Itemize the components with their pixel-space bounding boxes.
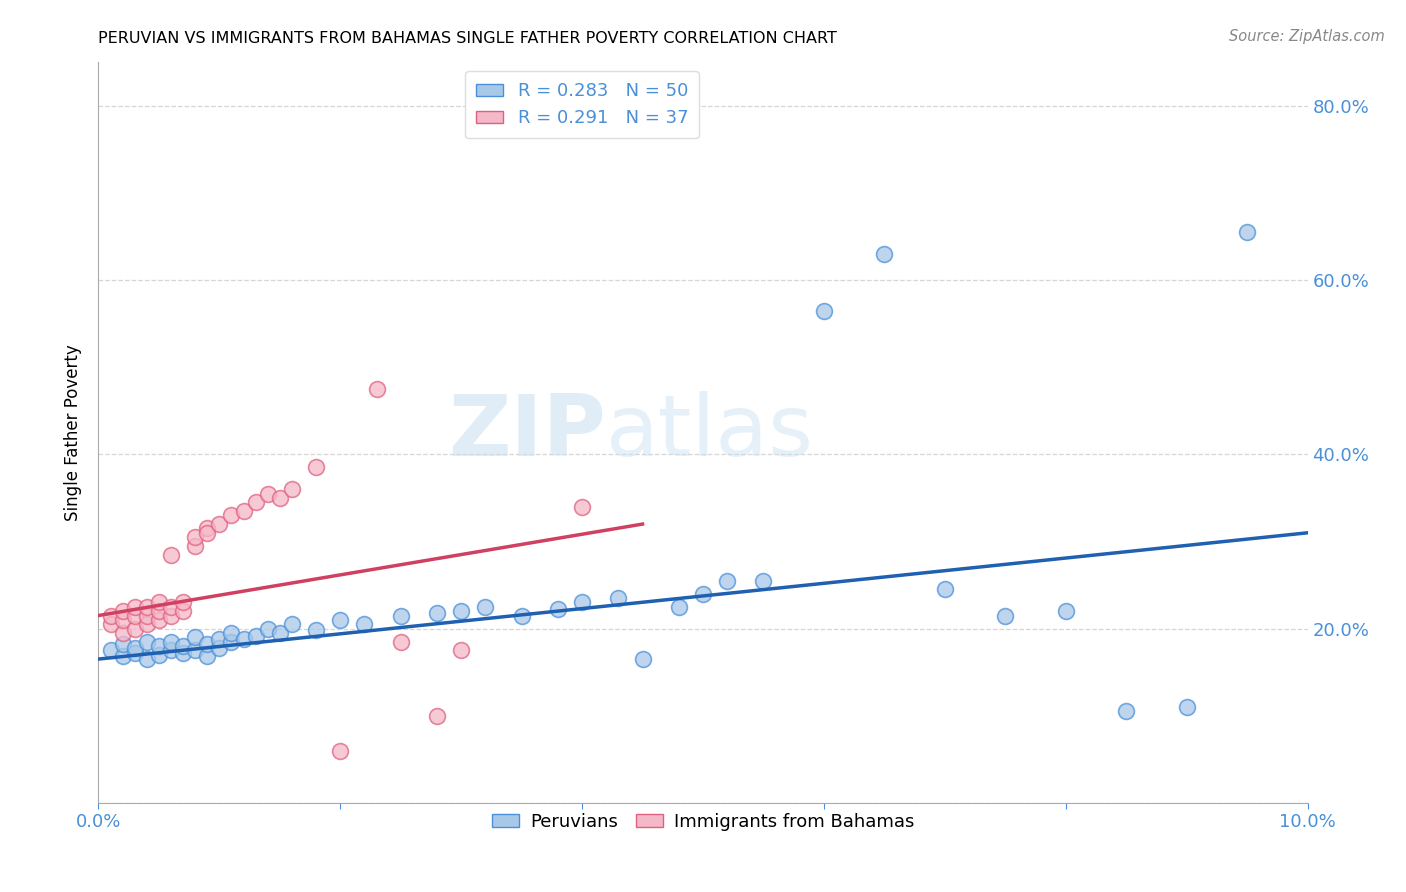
Point xyxy=(111,613,134,627)
Point xyxy=(124,599,146,614)
Point xyxy=(208,632,231,646)
Point xyxy=(184,643,207,657)
Point xyxy=(124,646,146,660)
Point xyxy=(111,649,134,664)
Point xyxy=(353,617,375,632)
Point xyxy=(571,500,593,514)
Point xyxy=(269,491,291,505)
Point xyxy=(100,608,122,623)
Point xyxy=(994,608,1017,623)
Point xyxy=(195,525,218,540)
Point xyxy=(269,626,291,640)
Point xyxy=(160,643,183,657)
Point xyxy=(934,582,956,597)
Point xyxy=(245,629,267,643)
Point xyxy=(172,604,194,618)
Point xyxy=(692,587,714,601)
Point xyxy=(184,530,207,544)
Text: Source: ZipAtlas.com: Source: ZipAtlas.com xyxy=(1229,29,1385,44)
Point xyxy=(221,626,243,640)
Point xyxy=(305,460,328,475)
Y-axis label: Single Father Poverty: Single Father Poverty xyxy=(65,344,83,521)
Point xyxy=(232,632,254,646)
Point xyxy=(184,630,207,644)
Point xyxy=(148,613,170,627)
Point xyxy=(366,382,388,396)
Point xyxy=(752,574,775,588)
Point xyxy=(111,604,134,618)
Point xyxy=(221,508,243,523)
Point xyxy=(389,634,412,648)
Point xyxy=(135,608,157,623)
Point xyxy=(124,608,146,623)
Point xyxy=(450,643,472,657)
Point xyxy=(208,517,231,532)
Point xyxy=(232,504,254,518)
Point xyxy=(547,602,569,616)
Point xyxy=(245,495,267,509)
Point xyxy=(1054,604,1077,618)
Point xyxy=(426,606,449,620)
Point xyxy=(124,622,146,636)
Point xyxy=(716,574,738,588)
Point xyxy=(124,640,146,655)
Point xyxy=(426,708,449,723)
Point xyxy=(450,604,472,618)
Point xyxy=(100,643,122,657)
Point xyxy=(389,608,412,623)
Point xyxy=(160,634,183,648)
Point xyxy=(668,599,690,614)
Point xyxy=(474,599,496,614)
Point xyxy=(135,599,157,614)
Point xyxy=(607,591,630,606)
Point xyxy=(195,521,218,535)
Point xyxy=(111,626,134,640)
Point xyxy=(329,743,352,757)
Point xyxy=(160,548,183,562)
Point xyxy=(281,617,304,632)
Point xyxy=(256,622,278,636)
Point xyxy=(160,599,183,614)
Point xyxy=(135,634,157,648)
Text: ZIP: ZIP xyxy=(449,391,606,475)
Point xyxy=(571,595,593,609)
Point xyxy=(281,482,304,496)
Point xyxy=(873,247,896,261)
Point xyxy=(172,595,194,609)
Point xyxy=(111,637,134,651)
Point xyxy=(510,608,533,623)
Point xyxy=(148,648,170,662)
Point xyxy=(172,646,194,660)
Legend: Peruvians, Immigrants from Bahamas: Peruvians, Immigrants from Bahamas xyxy=(485,805,921,838)
Point xyxy=(148,604,170,618)
Point xyxy=(195,637,218,651)
Point xyxy=(329,613,352,627)
Point xyxy=(1115,704,1137,718)
Point xyxy=(1236,225,1258,239)
Point xyxy=(148,639,170,653)
Point xyxy=(208,640,231,655)
Point xyxy=(172,639,194,653)
Point xyxy=(160,608,183,623)
Point xyxy=(256,486,278,500)
Point xyxy=(135,617,157,632)
Point xyxy=(148,595,170,609)
Point xyxy=(813,303,835,318)
Text: atlas: atlas xyxy=(606,391,814,475)
Point xyxy=(100,617,122,632)
Point xyxy=(631,652,654,666)
Point xyxy=(1175,700,1198,714)
Point xyxy=(135,652,157,666)
Point xyxy=(305,624,328,638)
Text: PERUVIAN VS IMMIGRANTS FROM BAHAMAS SINGLE FATHER POVERTY CORRELATION CHART: PERUVIAN VS IMMIGRANTS FROM BAHAMAS SING… xyxy=(98,31,838,46)
Point xyxy=(221,634,243,648)
Point xyxy=(195,649,218,664)
Point xyxy=(184,539,207,553)
